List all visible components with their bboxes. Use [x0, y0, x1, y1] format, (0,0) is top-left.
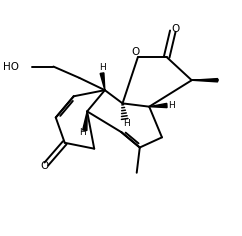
Text: O: O [172, 24, 180, 34]
Polygon shape [192, 79, 218, 82]
Text: O: O [41, 161, 49, 171]
Polygon shape [149, 103, 167, 108]
Text: H: H [168, 101, 175, 110]
Text: H: H [80, 128, 86, 137]
Text: H: H [99, 63, 106, 72]
Text: HO: HO [3, 62, 19, 72]
Text: O: O [132, 47, 140, 57]
Polygon shape [100, 73, 105, 90]
Text: H: H [123, 119, 130, 128]
Polygon shape [83, 111, 87, 131]
